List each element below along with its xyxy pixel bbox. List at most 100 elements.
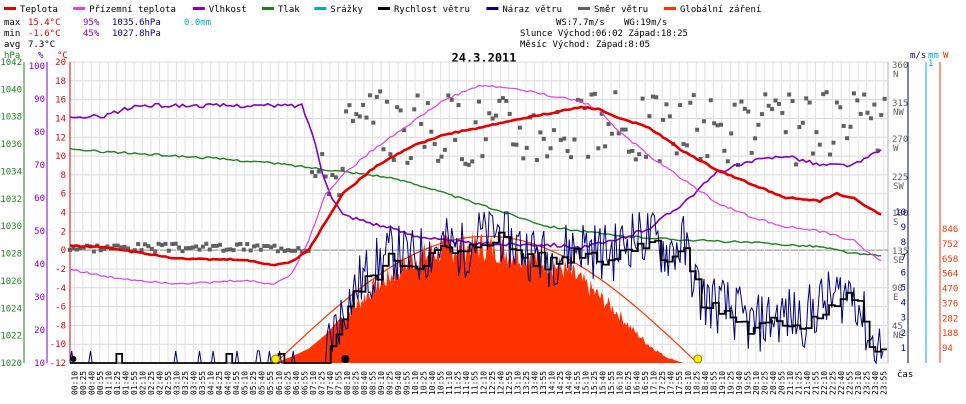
tick-time-68: 17:10 [650,371,659,395]
tick-temp-7: 2 [61,227,66,237]
legend-label-2: Vlhkost [209,5,247,15]
legend-swatch-4 [314,7,327,10]
wind-dir-point [395,105,400,110]
tick-time-16: 04:10 [207,371,216,395]
wind-dir-point [875,148,880,153]
radiation-theoretical [274,235,698,364]
tick-dir-lbl-2: W [893,144,899,154]
wind-dir-point [756,122,761,127]
wind-dir-point [160,243,165,248]
wind-dir-point [309,170,314,175]
tick-dir-val-7: 45 [892,322,903,332]
wind-dir-point [344,109,349,114]
wind-dir-point [695,127,700,132]
tick-time-31: 07:55 [334,371,343,395]
tick-time-30: 07:40 [326,371,335,395]
legend-label-6: Náraz větru [502,5,562,15]
wind-dir-point [442,147,447,152]
plot-area: -12-10-8-6-4-202468101214161820102010221… [0,58,958,395]
wind-dir-point [828,152,833,157]
tick-hum-7: 80 [34,128,45,138]
wind-dir-point [412,107,417,112]
wind-dir-point [425,101,430,106]
stat-avg-temp: 7.3°C [28,40,55,50]
tick-time-22: 05:40 [258,371,267,395]
wind-dir-point [354,112,359,117]
wind-dir-point [204,241,209,246]
wind-dir-point [497,98,502,103]
tick-time-42: 10:40 [428,371,437,395]
wind-dir-point [303,248,308,253]
wind-dir-point [592,91,597,96]
tick-time-79: 19:55 [743,371,752,395]
wind-dir-point [432,141,437,146]
wind-dir-point [586,154,591,159]
wind-dir-point [797,125,802,130]
tick-time-71: 17:55 [675,371,684,395]
wind-dir-point [473,120,478,125]
wind-dir-point [729,131,734,136]
tick-time-75: 18:55 [709,371,718,395]
wind-dir-point [136,242,141,247]
wind-dir-point [732,102,737,107]
wind-dir-point [446,93,451,98]
wind-dir-point [855,98,860,103]
tick-temp-9: 6 [61,190,66,200]
chart-title: 24.3.2011 [451,51,516,65]
legend-label-7: Směr větru [594,5,648,15]
tick-time-72: 18:10 [684,371,693,395]
tick-time-41: 10:25 [420,371,429,395]
wind-dir-point [327,192,332,197]
wind-dir-point [596,146,601,151]
wind-dir-point [780,110,785,115]
tick-time-26: 06:40 [292,371,301,395]
tick-pressure-3: 1026 [0,277,22,287]
tick-hum-1: 20 [34,326,45,336]
tick-time-69: 17:25 [658,371,667,395]
wind-dir-point [684,143,689,148]
tick-time-25: 06:25 [283,371,292,395]
wind-dir-point [449,97,454,102]
wind-dir-point [265,244,270,249]
wind-dir-point [384,99,389,104]
tick-time-23: 05:55 [266,371,275,395]
wind-dir-point [616,131,621,136]
wind-dir-point [790,99,795,104]
tick-time-5: 01:25 [113,371,122,395]
wind-dir-point [272,243,277,248]
legend-swatch-8 [664,7,676,10]
series-ground-temp [69,84,882,285]
tick-time-36: 09:10 [377,371,386,395]
tick-time-4: 01:10 [104,371,113,395]
wind-dir-point [698,156,703,161]
info-moon: Měsíc Východ: Západ:8:05 [520,40,650,50]
wind-dir-point [620,127,625,132]
wind-dir-point [456,103,461,108]
tick-time-28: 07:10 [309,371,318,395]
legend-label-4: Srážky [330,5,363,15]
wind-dir-point [214,243,219,248]
wind-dir-point [589,92,594,97]
tick-time-67: 16:55 [641,371,650,395]
tick-time-82: 20:40 [769,371,778,395]
wind-dir-point [824,90,829,95]
wind-dir-point [674,151,679,156]
stat-max-temp: 15.4°C [28,18,61,28]
wind-dir-point [112,243,117,248]
tick-rad-2: 282 [942,314,958,324]
tick-wind-2: 3 [901,314,906,324]
wind-dir-point [350,119,355,124]
wind-dir-point [776,101,781,106]
wind-dir-point [858,111,863,116]
tick-time-91: 22:55 [846,371,855,395]
wind-dir-point [74,247,79,252]
wind-dir-point [678,103,683,108]
wind-dir-point [252,244,257,249]
tick-time-55: 13:55 [539,371,548,395]
wind-dir-point [98,248,103,253]
tick-temp-12: 12 [55,133,66,143]
tick-pressure-11: 1042 [0,58,22,68]
tick-rad-1: 188 [942,329,958,339]
wind-dir-point [521,156,526,161]
